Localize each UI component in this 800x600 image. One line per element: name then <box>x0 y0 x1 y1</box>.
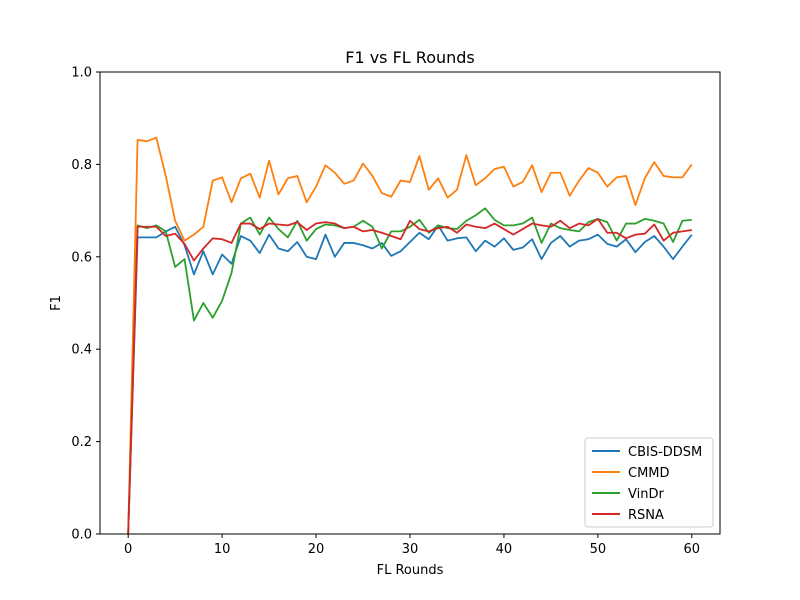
legend-label: RSNA <box>628 508 664 523</box>
x-axis-ticks: 0 10 20 30 40 50 60 <box>124 534 700 557</box>
x-tick-label: 10 <box>214 542 231 557</box>
chart-title: F1 vs FL Rounds <box>345 48 475 67</box>
legend: CBIS-DDSM CMMD VinDr RSNA <box>584 437 714 528</box>
y-tick-label: 0.8 <box>71 158 92 173</box>
legend-label: CBIS-DDSM <box>628 445 702 460</box>
x-axis-label: FL Rounds <box>377 563 444 578</box>
x-tick-label: 40 <box>496 542 513 557</box>
y-tick-label: 0.0 <box>71 528 92 543</box>
x-tick-label: 50 <box>590 542 607 557</box>
legend-label: CMMD <box>628 466 670 481</box>
x-tick-label: 30 <box>402 542 419 557</box>
legend-box <box>584 437 714 528</box>
y-tick-label: 0.4 <box>71 343 92 358</box>
y-tick-label: 0.6 <box>71 250 92 265</box>
y-tick-label: 1.0 <box>71 66 92 81</box>
series-line-rsna <box>127 218 692 535</box>
legend-label: VinDr <box>628 487 664 502</box>
series-line-cmmd <box>127 136 693 535</box>
series-line-cbis-ddsm <box>127 224 693 535</box>
x-tick-label: 60 <box>684 542 701 557</box>
y-axis-ticks: 0.0 0.2 0.4 0.6 0.8 1.0 <box>71 66 100 543</box>
plot-lines <box>127 136 693 535</box>
y-axis-label: F1 <box>49 295 64 311</box>
y-tick-label: 0.2 <box>71 435 92 450</box>
x-tick-label: 20 <box>308 542 325 557</box>
x-tick-label: 0 <box>124 542 132 557</box>
